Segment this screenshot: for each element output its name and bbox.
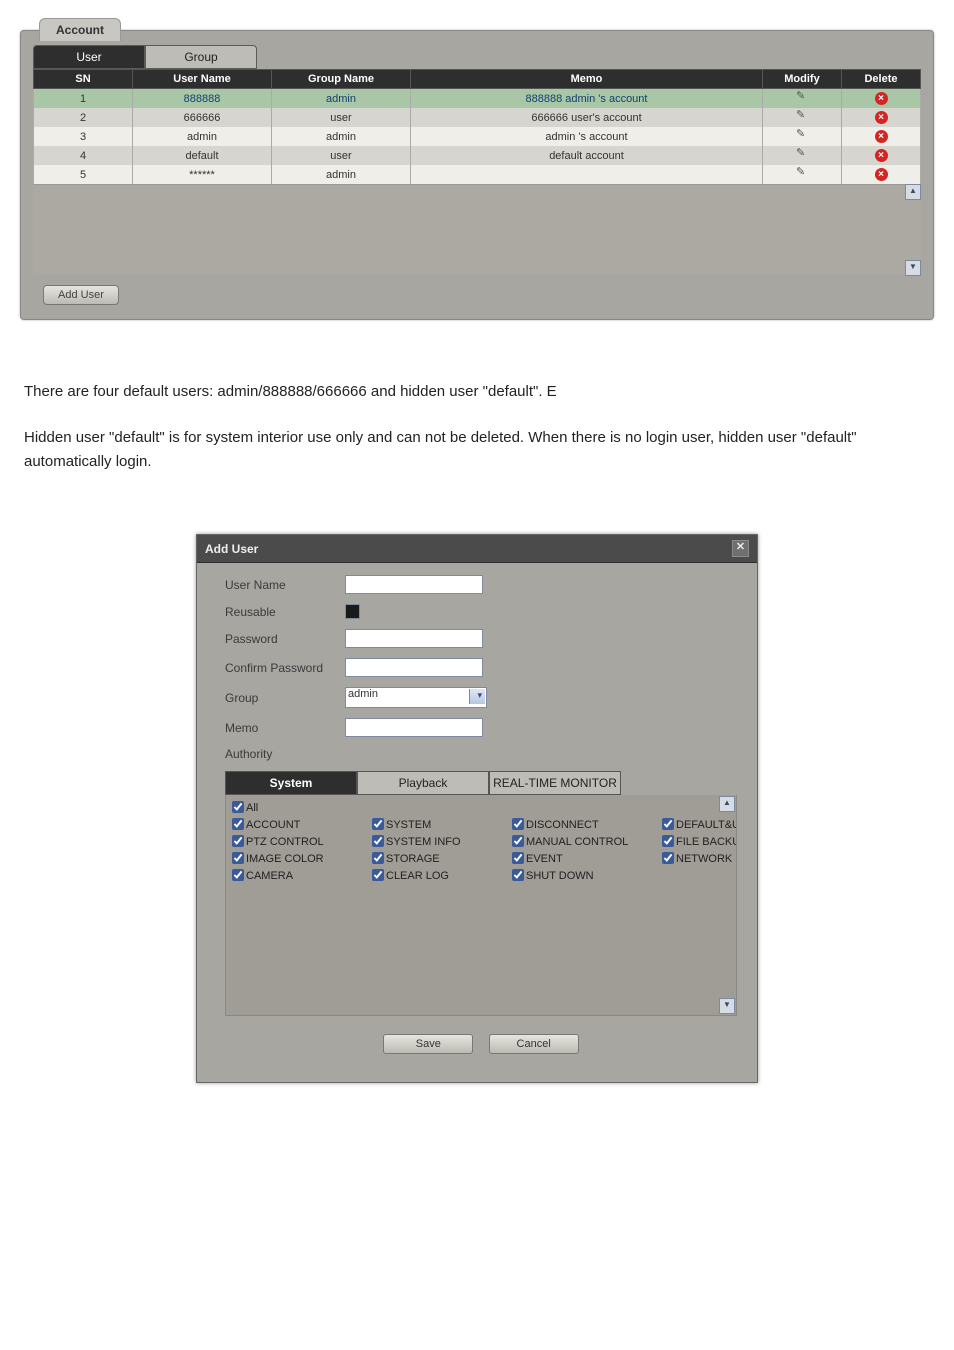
cell-sn: 4 bbox=[34, 146, 133, 165]
add-user-button[interactable]: Add User bbox=[43, 285, 119, 305]
delete-icon[interactable]: × bbox=[875, 92, 888, 105]
cell-groupname: user bbox=[272, 108, 411, 127]
auth-sysinfo[interactable]: SYSTEM INFO bbox=[372, 835, 512, 848]
auth-tab-realtime[interactable]: REAL-TIME MONITOR bbox=[489, 771, 621, 795]
modify-icon[interactable] bbox=[796, 91, 808, 103]
group-select[interactable]: admin bbox=[345, 687, 487, 708]
body-text: There are four default users: admin/8888… bbox=[24, 380, 930, 474]
label-authority: Authority bbox=[225, 747, 345, 761]
scroll-down-icon[interactable]: ▼ bbox=[905, 260, 921, 276]
auth-scroll-down-icon[interactable]: ▼ bbox=[719, 998, 735, 1014]
auth-system[interactable]: SYSTEM bbox=[372, 818, 512, 831]
cell-username: admin bbox=[133, 127, 272, 146]
authority-box: ▲ ▼ All ACCOUNT SYSTEM DISCONNECT DEFAUL… bbox=[225, 795, 737, 1016]
auth-all[interactable]: All bbox=[232, 801, 372, 814]
cell-sn: 1 bbox=[34, 89, 133, 109]
auth-shutdown[interactable]: SHUT DOWN bbox=[512, 869, 662, 882]
auth-scroll-up-icon[interactable]: ▲ bbox=[719, 796, 735, 812]
auth-manual[interactable]: MANUAL CONTROL bbox=[512, 835, 662, 848]
tab-group[interactable]: Group bbox=[145, 45, 257, 69]
cell-sn: 3 bbox=[34, 127, 133, 146]
label-confirm: Confirm Password bbox=[225, 661, 345, 675]
auth-tab-system[interactable]: System bbox=[225, 771, 357, 795]
auth-disconnect[interactable]: DISCONNECT bbox=[512, 818, 662, 831]
auth-filebackup[interactable]: FILE BACKUP bbox=[662, 835, 737, 848]
cell-username: default bbox=[133, 146, 272, 165]
username-input[interactable] bbox=[345, 575, 483, 594]
paragraph-1: There are four default users: admin/8888… bbox=[24, 380, 930, 404]
cell-groupname: admin bbox=[272, 165, 411, 184]
col-sn: SN bbox=[34, 70, 133, 89]
group-select-value: admin bbox=[348, 688, 378, 700]
memo-input[interactable] bbox=[345, 718, 483, 737]
table-row[interactable]: 2666666user666666 user's account × bbox=[34, 108, 921, 127]
label-group: Group bbox=[225, 691, 345, 705]
auth-storage[interactable]: STORAGE bbox=[372, 852, 512, 865]
label-reusable: Reusable bbox=[225, 605, 345, 619]
auth-event[interactable]: EVENT bbox=[512, 852, 662, 865]
cell-memo bbox=[411, 165, 763, 184]
users-table: SN User Name Group Name Memo Modify Dele… bbox=[33, 69, 921, 184]
delete-icon[interactable]: × bbox=[875, 111, 888, 124]
save-button[interactable]: Save bbox=[383, 1034, 473, 1054]
label-password: Password bbox=[225, 632, 345, 646]
col-username: User Name bbox=[133, 70, 272, 89]
confirm-password-input[interactable] bbox=[345, 658, 483, 677]
delete-icon[interactable]: × bbox=[875, 149, 888, 162]
cell-groupname: user bbox=[272, 146, 411, 165]
cancel-button[interactable]: Cancel bbox=[489, 1034, 579, 1054]
delete-icon[interactable]: × bbox=[875, 130, 888, 143]
col-delete: Delete bbox=[842, 70, 921, 89]
col-memo: Memo bbox=[411, 70, 763, 89]
modify-icon[interactable] bbox=[796, 167, 808, 179]
label-username: User Name bbox=[225, 578, 345, 592]
cell-username: 888888 bbox=[133, 89, 272, 109]
close-icon[interactable]: ✕ bbox=[732, 540, 749, 557]
cell-memo: admin 's account bbox=[411, 127, 763, 146]
auth-tab-playback[interactable]: Playback bbox=[357, 771, 489, 795]
cell-memo: 666666 user's account bbox=[411, 108, 763, 127]
table-blank-area: ▲ ▼ bbox=[33, 184, 921, 275]
auth-imagecolor[interactable]: IMAGE COLOR bbox=[232, 852, 372, 865]
cell-sn: 5 bbox=[34, 165, 133, 184]
table-row[interactable]: 5******admin × bbox=[34, 165, 921, 184]
col-modify: Modify bbox=[763, 70, 842, 89]
cell-username: ****** bbox=[133, 165, 272, 184]
table-row[interactable]: 3adminadminadmin 's account× bbox=[34, 127, 921, 146]
dialog-title: Add User bbox=[205, 542, 258, 556]
cell-sn: 2 bbox=[34, 108, 133, 127]
modify-icon[interactable] bbox=[796, 129, 808, 141]
table-row[interactable]: 1888888admin888888 admin 's account × bbox=[34, 89, 921, 109]
auth-account[interactable]: ACCOUNT bbox=[232, 818, 372, 831]
account-title: Account bbox=[39, 18, 121, 41]
cell-memo: default account bbox=[411, 146, 763, 165]
tab-user[interactable]: User bbox=[33, 45, 145, 69]
auth-defaultupgrade[interactable]: DEFAULT&UPGRADE bbox=[662, 818, 737, 831]
modify-icon[interactable] bbox=[796, 110, 808, 122]
add-user-dialog: Add User ✕ User Name Reusable Password C… bbox=[196, 534, 758, 1083]
auth-clearlog[interactable]: CLEAR LOG bbox=[372, 869, 512, 882]
account-panel: Account UserGroup SN User Name Group Nam… bbox=[20, 30, 934, 320]
auth-camera[interactable]: CAMERA bbox=[232, 869, 372, 882]
paragraph-2: Hidden user "default" is for system inte… bbox=[24, 426, 930, 474]
auth-network[interactable]: NETWORK bbox=[662, 852, 737, 865]
cell-username: 666666 bbox=[133, 108, 272, 127]
reusable-checkbox[interactable] bbox=[345, 604, 360, 619]
auth-ptz[interactable]: PTZ CONTROL bbox=[232, 835, 372, 848]
cell-groupname: admin bbox=[272, 127, 411, 146]
password-input[interactable] bbox=[345, 629, 483, 648]
cell-memo: 888888 admin 's account bbox=[411, 89, 763, 109]
modify-icon[interactable] bbox=[796, 148, 808, 160]
col-groupname: Group Name bbox=[272, 70, 411, 89]
table-row[interactable]: 4defaultuserdefault account × bbox=[34, 146, 921, 165]
delete-icon[interactable]: × bbox=[875, 168, 888, 181]
scroll-up-icon[interactable]: ▲ bbox=[905, 184, 921, 200]
label-memo: Memo bbox=[225, 721, 345, 735]
cell-groupname: admin bbox=[272, 89, 411, 109]
